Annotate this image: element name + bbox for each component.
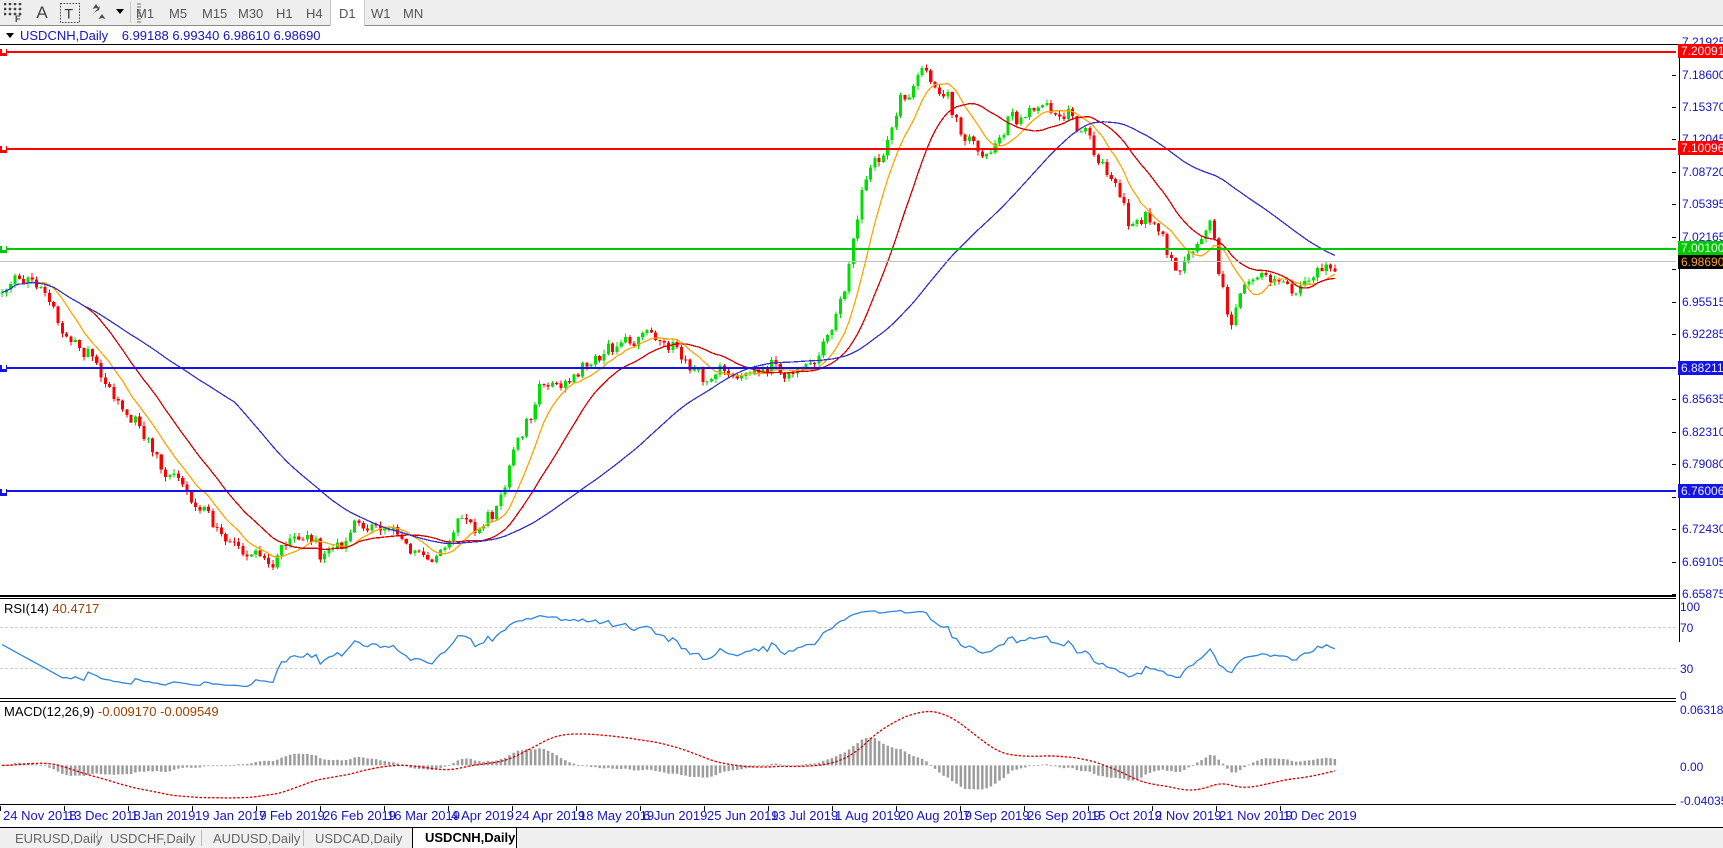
svg-text:T: T <box>65 6 74 22</box>
svg-text:F: F <box>15 14 21 23</box>
